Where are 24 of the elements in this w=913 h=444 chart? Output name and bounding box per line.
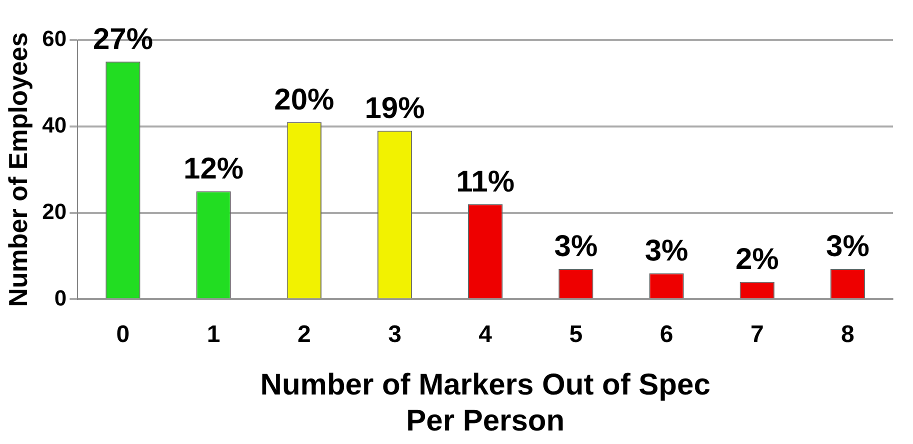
x-tick-label: 0 xyxy=(116,321,130,348)
annotation: 27% xyxy=(92,22,153,56)
annotation: 12% xyxy=(184,152,244,186)
x-tick-label: 5 xyxy=(569,321,583,348)
y-tick-label: 60 xyxy=(42,26,67,52)
x-tick-label: 3 xyxy=(388,321,402,348)
x-tick-label: 6 xyxy=(660,321,674,348)
annotation: 3% xyxy=(644,234,688,268)
x-tick-label: 4 xyxy=(478,321,493,348)
annotation: 2% xyxy=(735,243,779,276)
x-tick-label: 2 xyxy=(297,321,311,348)
annotation: 11% xyxy=(456,165,515,198)
x-axis-title: Number of Markers Out of Spec Per Person xyxy=(260,368,710,438)
x-tick-label: 7 xyxy=(750,321,764,348)
annotation: 3% xyxy=(554,230,598,264)
annotation: 19% xyxy=(364,92,425,125)
annotation: 3% xyxy=(826,230,870,264)
annotation: 20% xyxy=(274,83,334,116)
y-axis-title: Number of Employees xyxy=(2,32,33,307)
x-tick-label: 1 xyxy=(206,321,220,348)
y-tick-label: 0 xyxy=(54,285,67,310)
y-tick-label: 20 xyxy=(42,198,67,224)
x-tick-label: 8 xyxy=(841,321,854,348)
y-tick-label: 40 xyxy=(42,112,67,138)
